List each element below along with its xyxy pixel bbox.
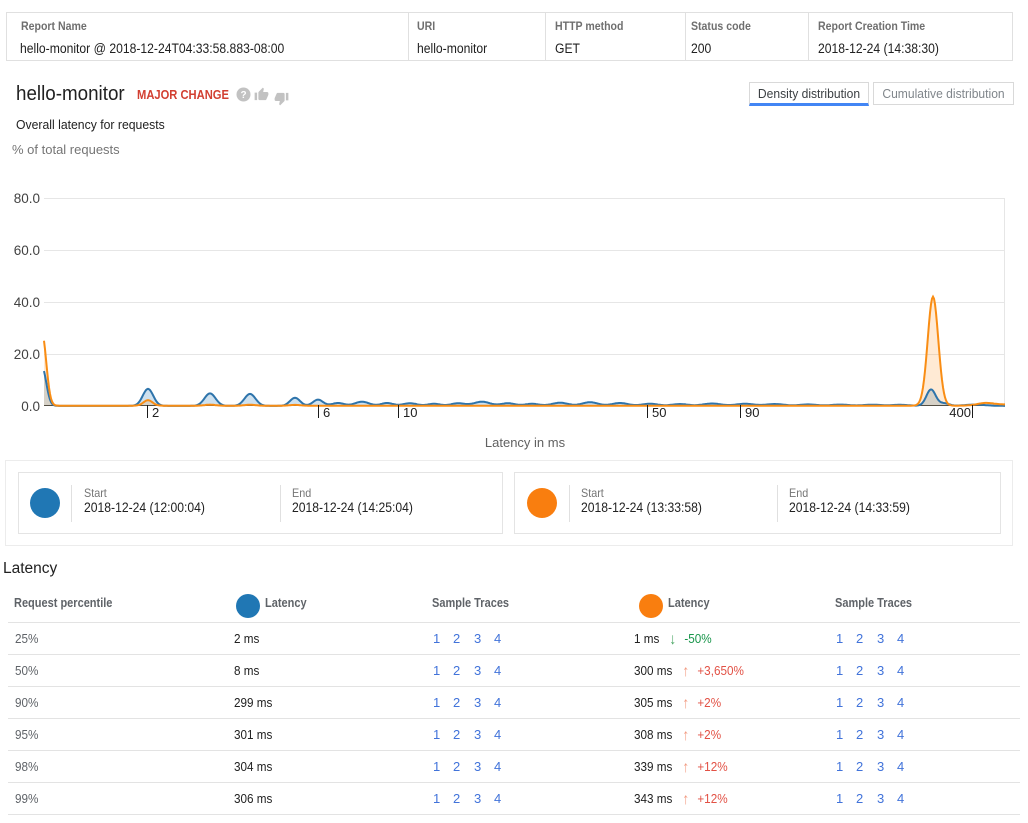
svg-text:0.0: 0.0 — [21, 399, 40, 414]
svg-text:50: 50 — [652, 405, 666, 420]
svg-text:2: 2 — [152, 405, 159, 420]
svg-text:?: ? — [240, 90, 246, 101]
svg-text:90: 90 — [745, 405, 759, 420]
svg-text:40.0: 40.0 — [14, 295, 40, 310]
svg-text:400: 400 — [949, 405, 971, 420]
svg-text:20.0: 20.0 — [14, 347, 40, 362]
svg-text:80.0: 80.0 — [14, 191, 40, 206]
svg-text:60.0: 60.0 — [14, 243, 40, 258]
svg-text:6: 6 — [323, 405, 330, 420]
svg-text:10: 10 — [403, 405, 417, 420]
